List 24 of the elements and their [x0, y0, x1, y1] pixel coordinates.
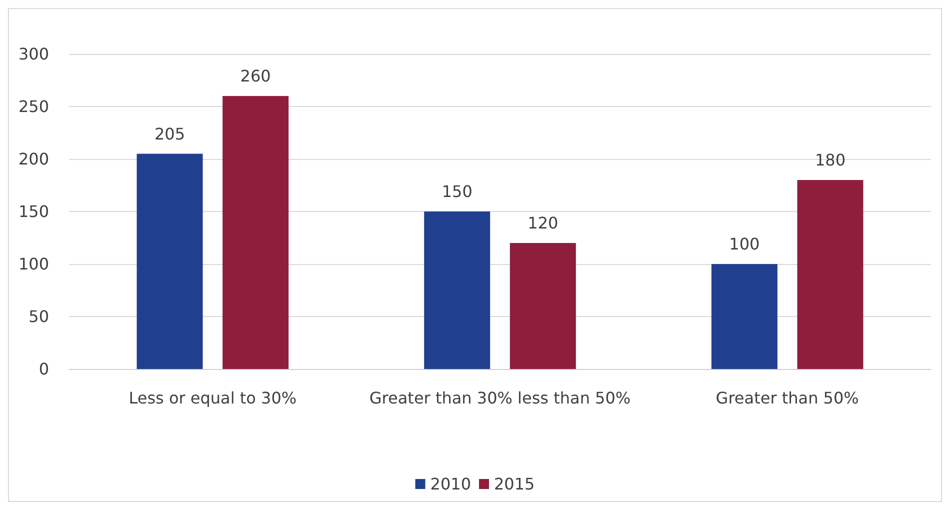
- legend-label: 2015: [494, 474, 535, 494]
- x-tick-label: Greater than 30% less than 50%: [369, 388, 631, 408]
- bar: [136, 154, 203, 369]
- bar: [424, 212, 490, 369]
- x-tick-label: Greater than 50%: [716, 388, 859, 408]
- bar: [711, 264, 778, 369]
- data-label: 180: [814, 150, 846, 170]
- y-tick-label: 50: [28, 307, 49, 326]
- bar: [510, 243, 576, 369]
- y-tick-label: 0: [38, 360, 49, 378]
- data-label: 260: [240, 66, 271, 86]
- bar: [797, 180, 864, 369]
- data-label: 120: [528, 214, 558, 232]
- y-tick-label: 150: [18, 202, 49, 221]
- y-tick-label: 100: [18, 254, 49, 274]
- data-label: 205: [154, 124, 186, 144]
- y-tick-label: 300: [18, 44, 49, 64]
- y-tick-label: 250: [18, 97, 49, 116]
- y-tick-label: 200: [18, 150, 49, 168]
- legend-label: 2010: [430, 474, 471, 494]
- data-label: 150: [442, 182, 472, 201]
- x-tick-label: Less or equal to 30%: [128, 388, 297, 408]
- bar: [222, 96, 289, 369]
- data-label: 100: [729, 234, 760, 254]
